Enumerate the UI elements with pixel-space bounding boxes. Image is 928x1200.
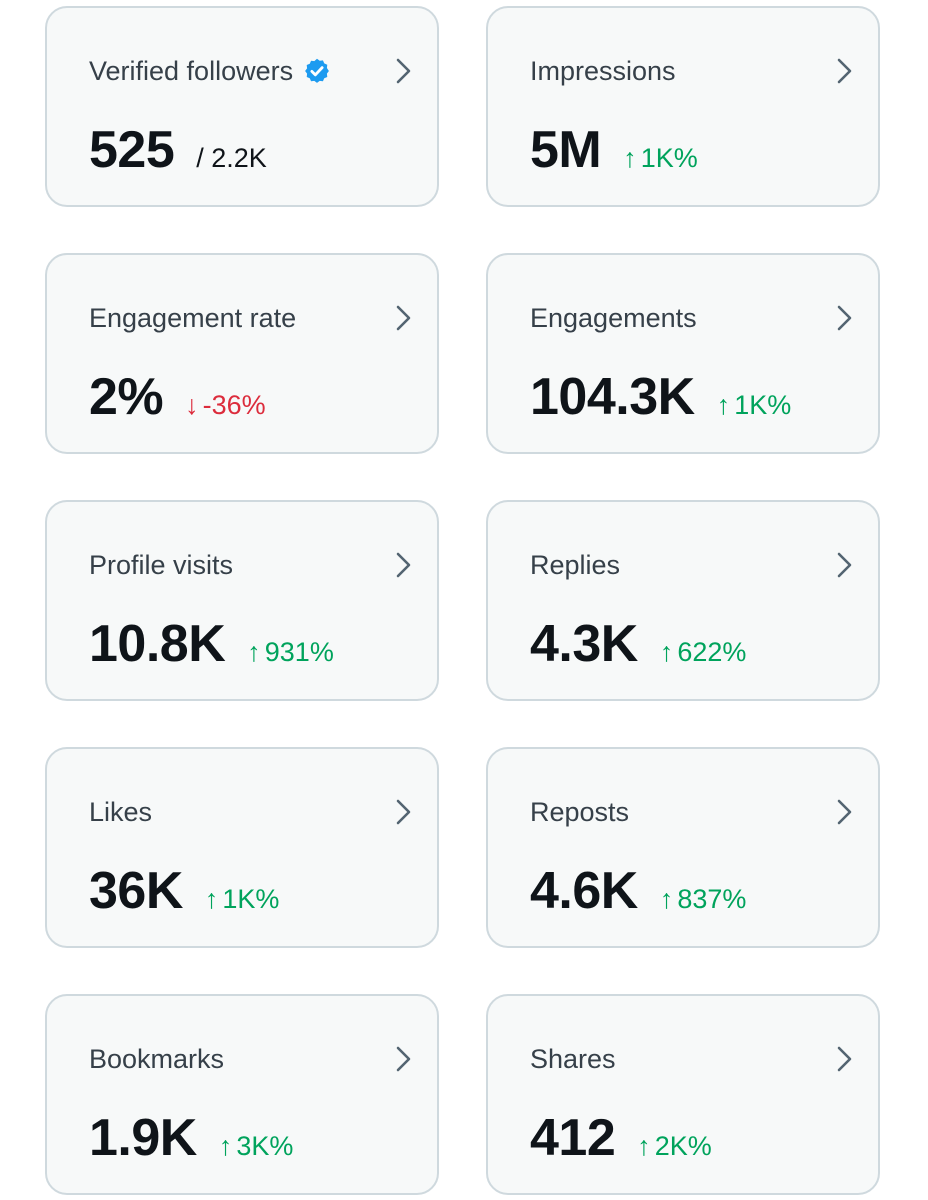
card-change: ↑ 931% — [247, 637, 334, 668]
card-value: 525 — [89, 121, 175, 179]
chevron-right-icon — [396, 305, 411, 331]
card-value-row: 104.3K ↑ 1K% — [530, 367, 791, 427]
card-verified-followers[interactable]: Verified followers 525 / 2.2K — [45, 6, 439, 207]
chevron-right-icon — [837, 58, 852, 84]
arrow-up-icon: ↑ — [659, 884, 674, 914]
card-change-value: 1K% — [734, 390, 792, 420]
chevron-right-icon — [396, 1046, 411, 1072]
card-title: Shares — [530, 1044, 616, 1074]
card-change: ↑ 837% — [660, 884, 747, 915]
card-value-row: 4.6K ↑ 837% — [530, 861, 746, 921]
card-title: Engagements — [530, 303, 697, 333]
card-change: ↑ 622% — [660, 637, 747, 668]
card-title-text: Verified followers — [89, 56, 294, 86]
card-change-value: 1K% — [222, 884, 280, 914]
chevron-right-icon — [837, 799, 852, 825]
card-value: 104.3K — [530, 368, 695, 426]
card-value: 2% — [89, 368, 164, 426]
arrow-up-icon: ↑ — [218, 1131, 233, 1161]
verified-badge-icon — [305, 58, 330, 83]
card-value: 10.8K — [89, 615, 226, 673]
card-engagement-rate[interactable]: Engagement rate 2% ↓ -36% — [45, 253, 439, 454]
card-replies[interactable]: Replies 4.3K ↑ 622% — [486, 500, 880, 701]
card-change: ↓ -36% — [185, 390, 266, 421]
card-change-value: 2K% — [654, 1131, 712, 1161]
card-value: 4.3K — [530, 615, 638, 673]
card-value: 1.9K — [89, 1109, 197, 1167]
arrow-up-icon: ↑ — [637, 1131, 651, 1161]
arrow-up-icon: ↑ — [659, 637, 674, 667]
card-change-value: 622% — [677, 637, 747, 667]
card-title: Engagement rate — [89, 303, 297, 333]
card-change: ↑ 1K% — [623, 143, 698, 174]
card-change: ↑ 3K% — [219, 1131, 294, 1162]
card-value-row: 10.8K ↑ 931% — [89, 614, 334, 674]
card-value-row: 412 ↑ 2K% — [530, 1108, 712, 1168]
arrow-up-icon: ↑ — [716, 390, 731, 420]
card-value: 4.6K — [530, 862, 638, 920]
card-change-value: 837% — [677, 884, 747, 914]
card-title: Reposts — [530, 797, 630, 827]
arrow-up-icon: ↑ — [623, 143, 637, 173]
chevron-right-icon — [396, 552, 411, 578]
arrow-down-icon: ↓ — [185, 390, 199, 420]
chevron-right-icon — [837, 1046, 852, 1072]
arrow-up-icon: ↑ — [204, 884, 219, 914]
card-value: 412 — [530, 1109, 616, 1167]
card-title: Likes — [89, 797, 153, 827]
card-title: Bookmarks — [89, 1044, 225, 1074]
card-title: Impressions — [530, 56, 676, 86]
card-title: Verified followers — [89, 54, 331, 88]
card-value-row: 4.3K ↑ 622% — [530, 614, 746, 674]
card-change: ↑ 1K% — [205, 884, 280, 915]
card-bookmarks[interactable]: Bookmarks 1.9K ↑ 3K% — [45, 994, 439, 1195]
chevron-right-icon — [837, 305, 852, 331]
card-change: ↑ 1K% — [717, 390, 792, 421]
card-likes[interactable]: Likes 36K ↑ 1K% — [45, 747, 439, 948]
card-value-row: 5M ↑ 1K% — [530, 120, 698, 180]
chevron-right-icon — [396, 58, 411, 84]
card-reposts[interactable]: Reposts 4.6K ↑ 837% — [486, 747, 880, 948]
card-title: Replies — [530, 550, 621, 580]
chevron-right-icon — [837, 552, 852, 578]
card-change-value: 1K% — [640, 143, 698, 173]
chevron-right-icon — [396, 799, 411, 825]
card-value: 36K — [89, 862, 183, 920]
card-change: ↑ 2K% — [637, 1131, 712, 1162]
card-change-value: 3K% — [236, 1131, 294, 1161]
card-value: 5M — [530, 121, 602, 179]
card-value-row: 525 / 2.2K — [89, 120, 267, 180]
card-title: Profile visits — [89, 550, 234, 580]
card-profile-visits[interactable]: Profile visits 10.8K ↑ 931% — [45, 500, 439, 701]
arrow-up-icon: ↑ — [247, 637, 261, 667]
card-value-row: 36K ↑ 1K% — [89, 861, 279, 921]
card-shares[interactable]: Shares 412 ↑ 2K% — [486, 994, 880, 1195]
card-engagements[interactable]: Engagements 104.3K ↑ 1K% — [486, 253, 880, 454]
card-change-value: -36% — [202, 390, 266, 420]
card-value-row: 1.9K ↑ 3K% — [89, 1108, 293, 1168]
card-value-row: 2% ↓ -36% — [89, 367, 266, 427]
card-change-value: 931% — [264, 637, 334, 667]
card-impressions[interactable]: Impressions 5M ↑ 1K% — [486, 6, 880, 207]
card-total: / 2.2K — [196, 143, 267, 173]
